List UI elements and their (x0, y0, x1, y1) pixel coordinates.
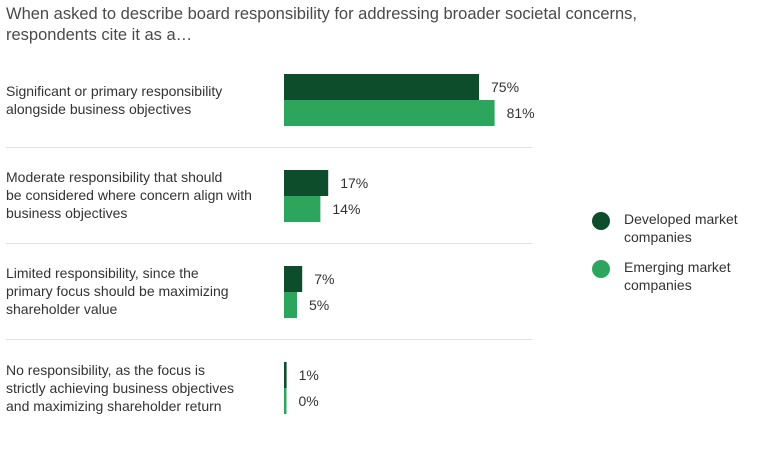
chart-title: When asked to describe board responsibil… (6, 4, 746, 46)
category-label-none: No responsibility, as the focus is stric… (6, 362, 234, 414)
bar-series0-category3 (284, 362, 287, 388)
category-label-limited: Limited responsibility, since the primar… (6, 265, 229, 317)
bar-series1-category1 (284, 196, 321, 222)
data-label-series0-category0: 75% (491, 79, 519, 95)
bar-series1-category3 (284, 388, 287, 414)
data-label-series1-category0: 81% (507, 105, 535, 121)
row-divider (6, 243, 532, 244)
bar-series0-category1 (284, 170, 329, 196)
chart-title-line-1: When asked to describe board responsibil… (6, 5, 638, 23)
bar-series1-category0 (284, 100, 495, 126)
bar-series0-category2 (284, 266, 303, 292)
bar-series1-category2 (284, 292, 297, 318)
data-label-series1-category3: 0% (299, 393, 319, 409)
data-label-series0-category2: 7% (314, 271, 334, 287)
category-label-significant: Significant or primary responsibility al… (6, 83, 223, 117)
data-label-series1-category2: 5% (309, 297, 329, 313)
row-divider (6, 147, 532, 148)
data-label-series0-category1: 17% (340, 175, 368, 191)
data-label-series1-category1: 14% (332, 201, 360, 217)
legend-swatch-developed (592, 212, 610, 230)
category-label-moderate: Moderate responsibility that should be c… (6, 169, 252, 221)
chart-title-line-2: respondents cite it as a… (6, 26, 193, 44)
legend-item-developed: Developed market companies (592, 211, 762, 252)
data-label-series0-category3: 1% (299, 367, 319, 383)
legend-swatch-emerging (592, 260, 610, 278)
legend-label-developed: Developed market companies (624, 211, 738, 245)
row-divider (6, 339, 532, 340)
legend-label-emerging: Emerging market companies (624, 259, 731, 293)
legend-item-emerging: Emerging market companies (592, 259, 762, 300)
bar-series0-category0 (284, 74, 479, 100)
